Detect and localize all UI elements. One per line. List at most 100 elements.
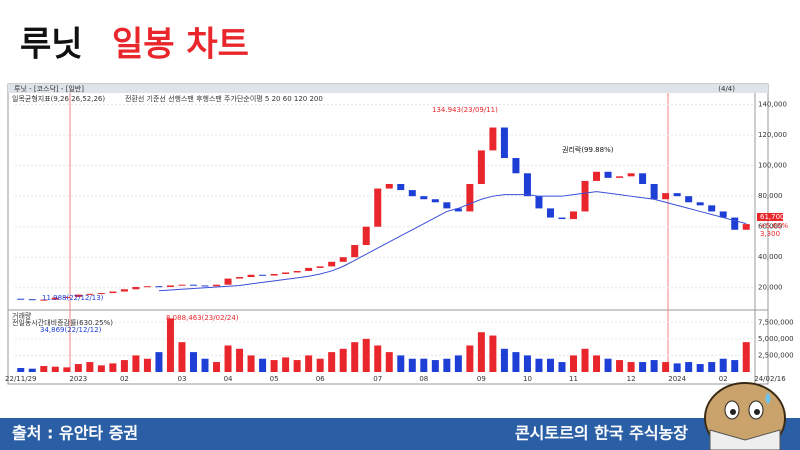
footer-band	[0, 418, 800, 450]
volume-bar	[362, 338, 370, 372]
candle	[570, 211, 578, 220]
candle	[662, 193, 670, 200]
candle	[489, 127, 497, 151]
x-tick-label: 24/02/16	[754, 375, 786, 383]
y-tick-label: 140,000	[758, 101, 787, 109]
volume-bar	[143, 358, 151, 372]
volume-bar	[316, 358, 324, 372]
symbol: 루닛 - [코스닥] - [일반]	[14, 84, 84, 93]
candle	[247, 274, 255, 278]
candle	[120, 289, 128, 292]
volume-bar	[593, 355, 601, 372]
x-tick-label: 02	[719, 375, 728, 383]
volume-bar	[719, 358, 727, 372]
x-tick-label: 09	[477, 375, 486, 383]
x-tick-label: 22/11/29	[5, 375, 36, 383]
candle	[546, 208, 554, 218]
volume-bar	[28, 368, 36, 372]
candle	[639, 173, 647, 184]
volume-bar	[305, 355, 313, 372]
candle	[155, 286, 163, 288]
volume-bar	[650, 360, 658, 372]
volume-bar	[51, 366, 59, 372]
candle	[650, 183, 658, 200]
candle	[581, 180, 589, 212]
volume-bar	[477, 332, 485, 372]
volume-bar	[293, 360, 301, 372]
candle	[213, 284, 221, 287]
footer-source: 출처 : 유안타 증권	[12, 424, 138, 443]
volume-bar	[178, 342, 186, 372]
title-black: 루닛	[20, 25, 83, 65]
volume-bar	[639, 362, 647, 372]
x-tick-label: 03	[178, 375, 187, 383]
volume-bar	[109, 363, 117, 372]
candle	[742, 224, 750, 230]
x-tick-label: 02	[120, 375, 129, 383]
volume-bar	[270, 360, 278, 372]
volume-high: 8,088,463(23/02/24)	[166, 314, 239, 322]
volume-bar	[408, 358, 416, 372]
candle	[189, 284, 197, 286]
page-indicator: (4/4)	[718, 85, 735, 93]
y-tick-label: 120,000	[758, 131, 787, 139]
candle	[74, 294, 82, 297]
volume-bar	[247, 355, 255, 372]
candle	[201, 285, 209, 287]
candle	[328, 261, 336, 267]
candle	[454, 208, 462, 212]
x-tick-label: 11	[569, 375, 578, 383]
x-tick-label: 05	[270, 375, 279, 383]
mascot	[704, 382, 786, 450]
volume-bar	[120, 360, 128, 372]
candle	[627, 173, 635, 177]
candle	[593, 171, 601, 181]
volume-bar	[385, 352, 393, 372]
candle	[443, 202, 451, 209]
volume-bar	[213, 362, 221, 372]
volume-bar	[512, 352, 520, 372]
volume-bar	[132, 355, 140, 372]
candle	[63, 296, 71, 298]
candle	[616, 176, 624, 178]
volume-bar	[627, 362, 635, 372]
x-tick-label: 2023	[69, 375, 87, 383]
volume-bar	[662, 362, 670, 372]
volume-bar	[431, 360, 439, 372]
x-tick-label: 07	[373, 375, 382, 383]
candle	[40, 299, 48, 301]
chart-frame	[7, 83, 769, 385]
y-tick-label: 80,000	[758, 192, 783, 200]
volume-bar	[17, 368, 25, 372]
candle	[132, 286, 140, 290]
candle	[673, 193, 681, 197]
volume-bar	[443, 358, 451, 372]
volume-title: 거래량	[12, 311, 32, 320]
indicator: 일목균형지표(9,26,26,52,26)	[12, 94, 105, 103]
candle	[178, 284, 186, 286]
volume-bar	[201, 358, 209, 372]
candle	[431, 199, 439, 203]
candle	[143, 286, 151, 288]
candle	[523, 173, 531, 197]
candle	[97, 293, 105, 295]
volume-bar	[731, 360, 739, 372]
volume-bar	[673, 363, 681, 372]
volume-bar	[397, 355, 405, 372]
y-tick-label: 2,500,000	[758, 351, 794, 359]
candle	[293, 270, 301, 273]
volume-bar	[581, 348, 589, 372]
y-tick-label: 5,000,000	[758, 335, 794, 343]
volume-bar	[74, 364, 82, 372]
y-tick-label: 60,000	[758, 223, 783, 231]
rights-annotation: 권리락(99.88%)	[562, 145, 614, 154]
volume-low: 34,869(22/12/12)	[40, 326, 102, 334]
volume-bar	[708, 362, 716, 372]
volume-bar	[489, 335, 497, 372]
title-red: 일봉 차트	[112, 25, 249, 65]
volume-bar	[420, 358, 428, 372]
volume-bar	[189, 352, 197, 372]
volume-subtitle: 전일동시간대비증감률(630.25%)	[12, 318, 113, 327]
candle	[51, 297, 59, 300]
